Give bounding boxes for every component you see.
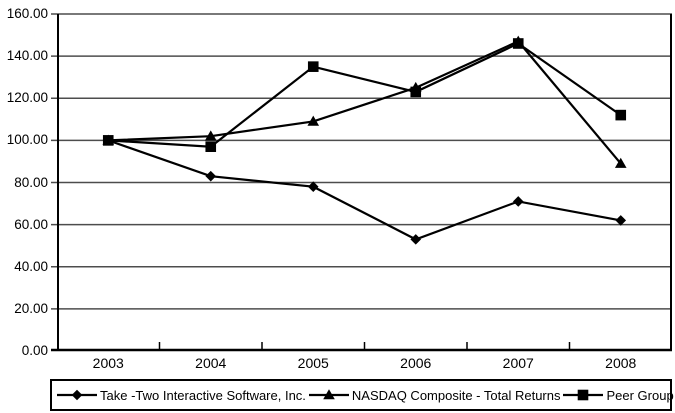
series-line	[108, 40, 622, 165]
legend-square-icon	[563, 389, 604, 401]
x-axis-tick-label: 2004	[195, 355, 227, 371]
data-point-marker-triangle	[204, 130, 217, 141]
y-axis-tick-label: 140.00	[6, 48, 48, 64]
y-axis-tick-label: 60.00	[14, 216, 48, 232]
data-point-marker-square	[615, 109, 627, 121]
data-point-marker-diamond	[205, 170, 217, 182]
data-point-marker-square	[307, 61, 319, 72]
data-point-marker-diamond	[410, 234, 422, 245]
data-point-marker-square	[205, 141, 217, 152]
data-point-marker-diamond	[71, 389, 83, 401]
legend-item: Peer Group	[563, 387, 674, 403]
chart-canvas	[51, 13, 672, 352]
x-axis-tick-label: 2005	[297, 355, 329, 371]
legend-item: Take -Two Interactive Software, Inc.	[57, 388, 306, 403]
legend: Take -Two Interactive Software, Inc. NASD…	[50, 379, 674, 411]
data-point-marker-square	[512, 38, 524, 49]
data-point-marker-diamond	[512, 196, 524, 207]
legend-label: Peer Group	[606, 387, 674, 403]
y-axis-tick-label: 120.00	[6, 90, 48, 106]
data-point-marker-triangle	[307, 115, 320, 126]
plot-area	[51, 13, 672, 352]
x-axis-tick-label: 2003	[92, 355, 124, 371]
data-point-marker-diamond	[615, 215, 627, 226]
y-axis-tick-label: 20.00	[14, 300, 48, 316]
series-line	[108, 42, 622, 148]
x-axis-tick-label: 2007	[502, 355, 534, 371]
data-point-marker-triangle	[323, 389, 335, 400]
y-axis-tick-label: 0.00	[21, 343, 48, 358]
x-axis-tick-label: 2006	[400, 355, 432, 371]
legend-triangle-icon	[308, 389, 349, 400]
data-point-marker-square	[578, 389, 589, 401]
y-axis-tick-label: 40.00	[14, 258, 48, 274]
data-point-marker-square	[410, 86, 422, 98]
legend-diamond-icon	[57, 389, 97, 401]
legend-label: Take -Two Interactive Software, Inc.	[100, 387, 306, 403]
legend-item: NASDAQ Composite - Total Returns	[308, 387, 561, 403]
y-axis-tick-label: 160.00	[6, 6, 48, 21]
legend-label: NASDAQ Composite - Total Returns	[351, 387, 561, 403]
series-line	[107, 139, 621, 241]
y-axis-tick-label: 80.00	[14, 174, 48, 190]
data-point-marker-triangle	[614, 157, 627, 168]
y-axis-tick-label: 100.00	[6, 132, 48, 148]
data-point-marker-square	[102, 135, 114, 146]
data-point-marker-diamond	[307, 181, 319, 193]
x-axis-tick-label: 2008	[605, 355, 637, 371]
